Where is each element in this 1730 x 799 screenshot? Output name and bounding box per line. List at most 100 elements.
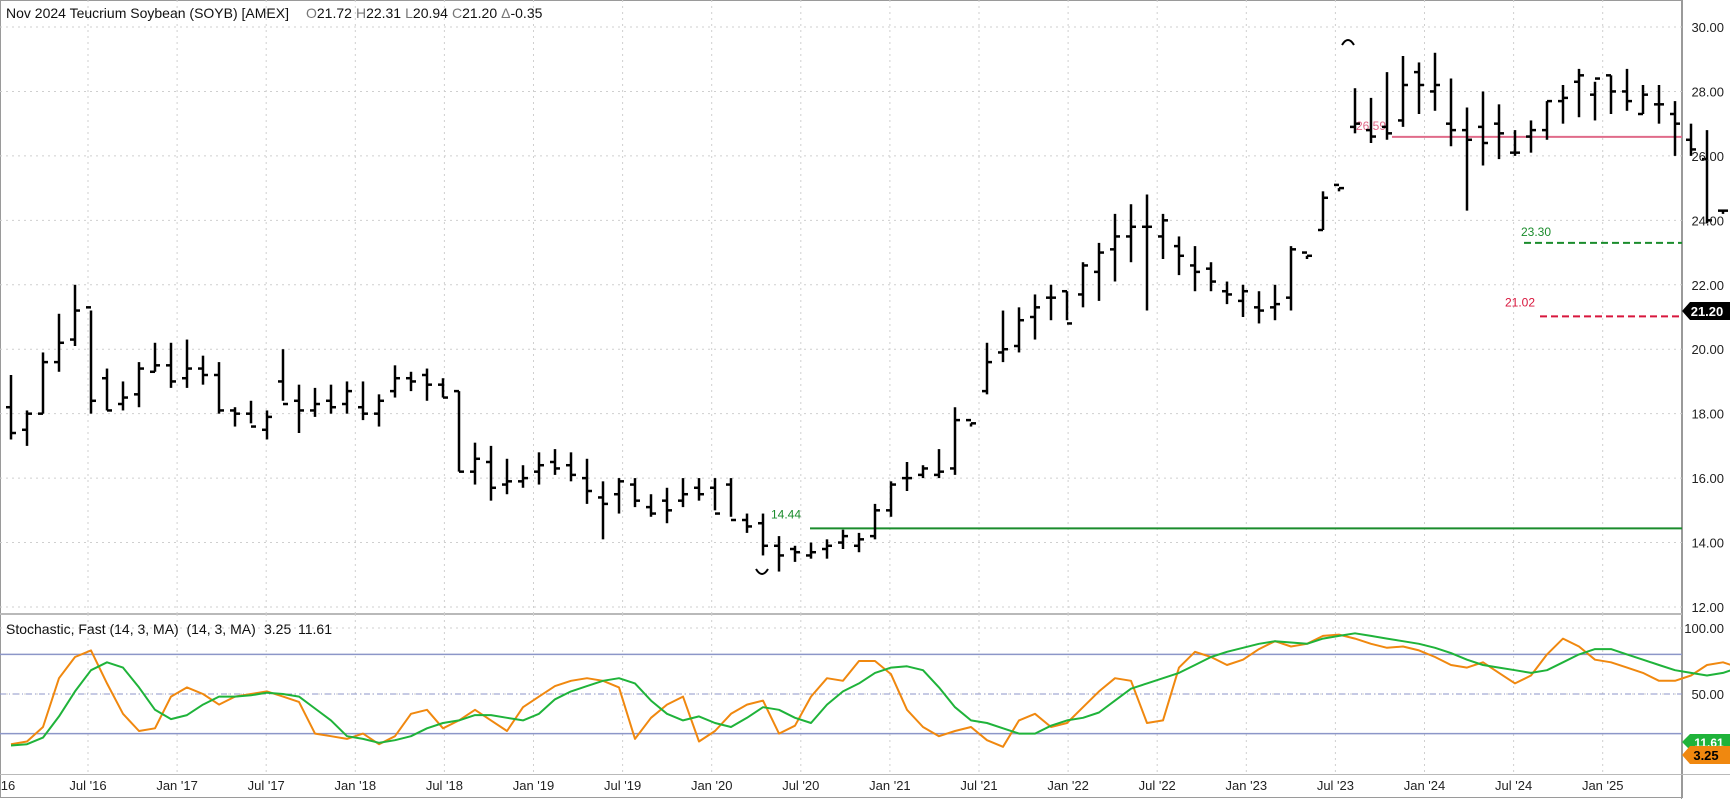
- ohlc-bar: [1270, 284, 1280, 321]
- ohlc-bar: [1158, 213, 1168, 259]
- level-label: 21.02: [1505, 295, 1535, 309]
- grid-layer: [0, 0, 1682, 774]
- price-tick-label: 28.00: [1691, 84, 1724, 99]
- price-tick-label: 30.00: [1691, 20, 1724, 35]
- ohlc-bar: [1078, 262, 1088, 308]
- ohlc-bar: [1478, 91, 1488, 166]
- ohlc-bar: [214, 362, 224, 414]
- time-axis-labels: 16 Jul '16 Jan '17 Jul '17 Jan '18 Jul '18 Jan…: [1, 778, 1624, 793]
- ohlc-bar: [1686, 123, 1696, 156]
- ohlc-bar: [1206, 262, 1216, 292]
- ohlc-bar: [1334, 183, 1344, 192]
- time-tick-label: 16: [1, 778, 15, 793]
- price-axis-labels: 30.00 28.00 26.00 24.00 22.00 20.00 18.00 16.00…: [1691, 20, 1724, 615]
- stoch-k-line: [10, 633, 1730, 748]
- ohlc-bar: [790, 545, 800, 562]
- ohlc-bar: [726, 478, 736, 522]
- ohlc-bar: [1398, 56, 1408, 127]
- ohlc-bar: [646, 494, 656, 517]
- ohlc-bar: [1574, 68, 1584, 118]
- price-tick-label: 26.00: [1691, 149, 1724, 164]
- ohlc-bar: [374, 394, 384, 427]
- ohlc-bar: [166, 342, 176, 388]
- plot-frame: [0, 0, 1683, 798]
- stochastic-panel: [0, 632, 1730, 748]
- ohlc-bar: [1526, 120, 1536, 153]
- stochastic-axis-labels: 100.00 50.00: [1684, 621, 1724, 702]
- ohlc-bar: [1046, 284, 1056, 321]
- ohlc-bar: [1110, 213, 1120, 282]
- ohlc-bar: [1590, 77, 1600, 121]
- time-tick-label: Jan '19: [513, 778, 555, 793]
- price-tick-label: 24.00: [1691, 213, 1724, 228]
- ohlc-bar: [534, 452, 544, 485]
- ohlc-bar: [1126, 204, 1136, 263]
- stoch-d-line: [10, 632, 1730, 747]
- ohlc-bar: [1302, 251, 1312, 259]
- time-tick-label: Jan '21: [869, 778, 911, 793]
- ohlc-bar: [870, 503, 880, 540]
- time-tick-label: Jul '17: [248, 778, 285, 793]
- ohlc-bar: [1030, 294, 1040, 340]
- ohlc-bar: [262, 410, 272, 440]
- ohlc-bar: [1462, 107, 1472, 211]
- ohlc-bar: [406, 371, 416, 392]
- ohlc-bar: [198, 355, 208, 385]
- ohlc-bar: [1414, 62, 1424, 114]
- ohlc-bar: [854, 532, 864, 553]
- time-tick-label: Jan '20: [691, 778, 733, 793]
- price-tick-label: 20.00: [1691, 342, 1724, 357]
- ohlc-bar: [54, 313, 64, 372]
- ohlc-value: -0.35: [510, 5, 542, 21]
- ohlc-bar: [1062, 289, 1072, 325]
- ohlc-key: H: [356, 5, 366, 21]
- ohlc-bar: [1718, 209, 1728, 214]
- time-tick-label: Jan '17: [156, 778, 198, 793]
- ohlc-bar: [838, 529, 848, 549]
- svg-text:3.25: 3.25: [1693, 748, 1718, 763]
- pivot-low-marker: [755, 568, 769, 575]
- ohlc-bar: [1238, 284, 1248, 317]
- ohlc-value: 22.31: [366, 5, 401, 21]
- ohlc-bar: [310, 387, 320, 417]
- ohlc-bar: [454, 389, 464, 473]
- ohlc-bar: [1542, 99, 1552, 140]
- ohlc-bar: [38, 352, 48, 415]
- time-tick-label: Jan '24: [1404, 778, 1446, 793]
- ohlc-bar: [22, 410, 32, 446]
- stochastic-d-value: 11.61: [298, 621, 332, 637]
- ohlc-bar: [742, 513, 752, 533]
- ohlc-bar: [678, 478, 688, 508]
- price-bars: [6, 52, 1728, 572]
- ohlc-bar: [150, 342, 160, 374]
- ohlc-bar: [390, 365, 400, 398]
- stochastic-label: Stochastic, Fast (14, 3, MA) (14, 3, MA): [6, 621, 256, 637]
- ohlc-key: Δ: [501, 5, 510, 21]
- ohlc-bar: [934, 449, 944, 479]
- ohlc-bar: [422, 368, 432, 401]
- ohlc-bar: [1254, 291, 1264, 324]
- ohlc-bar: [294, 384, 304, 433]
- last-price-badge: 21.20: [1682, 302, 1730, 320]
- k-value-badge: 3.25: [1682, 746, 1730, 764]
- ohlc-readout: O21.72 H22.31 L20.94 C21.20 Δ-0.35: [306, 5, 543, 21]
- ohlc-bar: [1142, 194, 1152, 311]
- ohlc-bar: [70, 284, 80, 346]
- ohlc-bar: [1702, 130, 1712, 224]
- ohlc-bar: [774, 536, 784, 572]
- ohlc-bar: [1494, 104, 1504, 160]
- ohlc-bar: [822, 539, 832, 559]
- level-label: 14.44: [771, 507, 801, 521]
- ohlc-bar: [1318, 191, 1328, 232]
- ohlc-key: L: [405, 5, 413, 21]
- ohlc-bar: [1286, 246, 1296, 311]
- ohlc-bar: [326, 384, 336, 414]
- time-tick-label: Jul '19: [604, 778, 641, 793]
- ohlc-bar: [342, 381, 352, 414]
- ohlc-bar: [1638, 85, 1648, 116]
- stoch-tick-label: 50.00: [1691, 687, 1724, 702]
- ohlc-value: 21.72: [317, 5, 352, 21]
- ohlc-bar: [358, 381, 368, 421]
- ohlc-bar: [1174, 236, 1184, 276]
